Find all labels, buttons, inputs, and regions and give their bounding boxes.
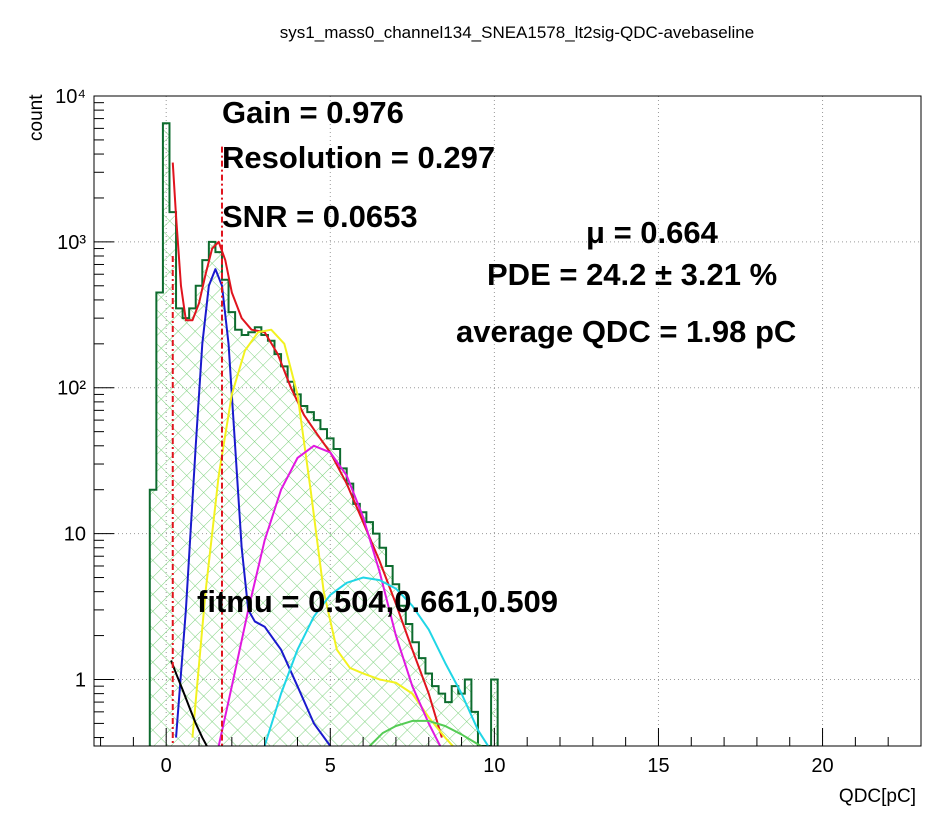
y-tick-label: 10⁴: [55, 86, 86, 108]
histogram-outline: [148, 122, 499, 746]
mu-annotation: μ = 0.664: [586, 215, 719, 250]
x-tick-label: 15: [647, 755, 669, 777]
x-axis-label: QDC[pC]: [839, 786, 916, 807]
fitmu-annotation: fitmu = 0.504,0.661,0.509: [197, 584, 558, 619]
fit-curves: [170, 162, 490, 746]
fit-curve-series: [263, 576, 490, 746]
x-tick-label: 5: [325, 755, 336, 777]
y-axis-label: count: [26, 94, 47, 141]
marker-lines: [171, 146, 223, 746]
fit-curve-series: [171, 162, 443, 738]
resolution-annotation: Resolution = 0.297: [222, 140, 495, 175]
fit-curve-series: [175, 268, 332, 746]
fit-curve-series: [368, 719, 484, 746]
axes: 0 5 10 15 20 1 10 10² 10³ 10⁴: [55, 86, 922, 777]
y-tick-label: 10³: [57, 232, 86, 254]
x-tick-label: 20: [811, 755, 833, 777]
x-tick-label: 0: [161, 755, 172, 777]
plot-frame: [93, 95, 922, 747]
avg-qdc-annotation: average QDC = 1.98 pC: [456, 314, 796, 349]
histogram-fill: [149, 123, 498, 746]
gain-annotation: Gain = 0.976: [222, 95, 404, 130]
chart-title: sys1_mass0_channel134_SNEA1578_lt2sig-QD…: [280, 23, 754, 42]
y-tick-label: 10: [64, 524, 86, 546]
y-tick-label: 10²: [57, 378, 86, 400]
y-tick-label: 1: [75, 669, 86, 691]
fit-curve-series: [217, 444, 442, 746]
pde-annotation: PDE = 24.2 ± 3.21 %: [487, 257, 777, 292]
snr-annotation: SNR = 0.0653: [222, 199, 418, 234]
x-tick-label: 10: [483, 755, 505, 777]
fit-curve-series: [191, 328, 455, 746]
fit-curve-series: [170, 660, 208, 746]
